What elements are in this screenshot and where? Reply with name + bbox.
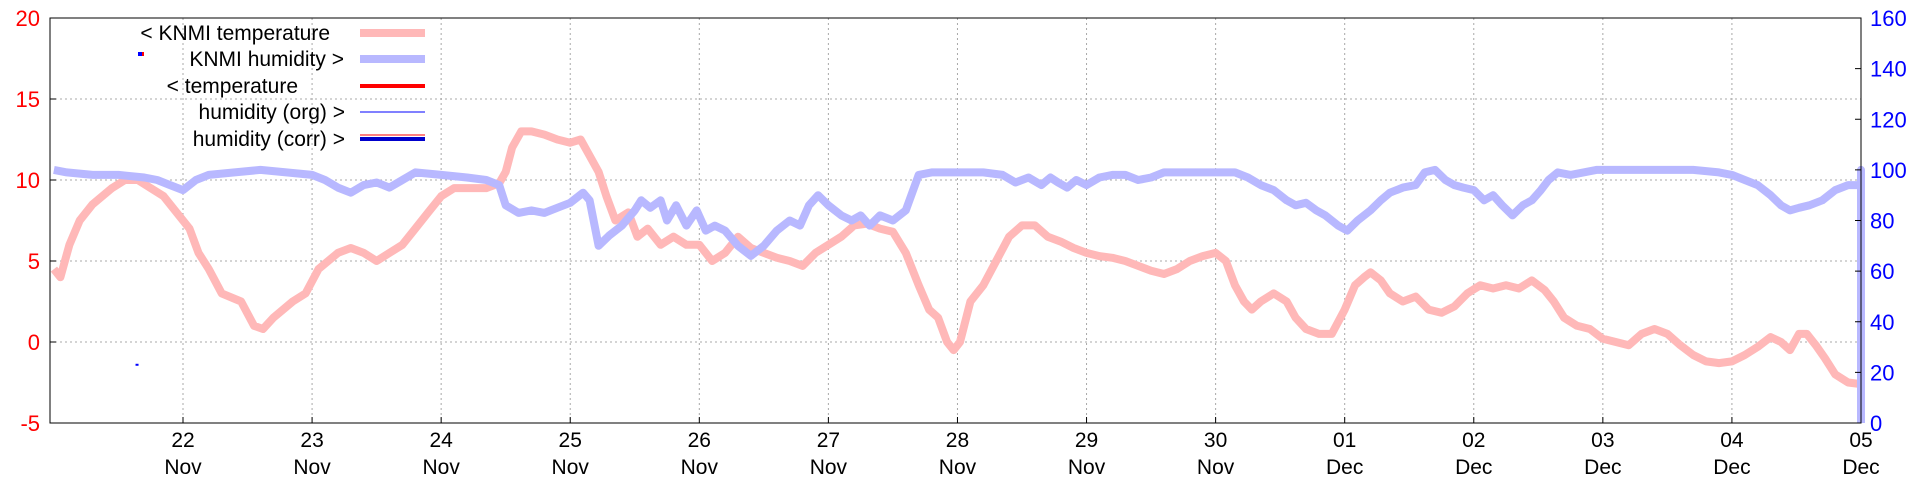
x-tick-day: 02 <box>1462 429 1485 452</box>
x-tick-month: Dec <box>1713 456 1750 479</box>
legend-label: humidity (org) > <box>199 101 345 124</box>
left-tick-label: 5 <box>28 249 40 274</box>
x-tick-month: Dec <box>1842 456 1879 479</box>
x-tick-day: 05 <box>1849 429 1872 452</box>
right-tick-label: 60 <box>1870 259 1894 284</box>
x-tick-day: 27 <box>817 429 840 452</box>
legend-label: < KNMI temperature <box>140 22 330 45</box>
x-tick-day: 03 <box>1591 429 1614 452</box>
left-axis: -5 0 5 10 15 20 <box>16 6 56 436</box>
x-axis: 22 Nov 23 Nov 24 Nov 25 Nov 26 Nov 27 Nov 28 Nov 29 Nov… <box>164 417 1880 479</box>
x-tick-day: 01 <box>1333 429 1356 452</box>
x-tick-month: Nov <box>810 456 848 479</box>
x-tick-month: Nov <box>293 456 331 479</box>
right-tick-label: 120 <box>1870 107 1907 132</box>
x-tick-day: 22 <box>171 429 194 452</box>
x-tick-month: Nov <box>1197 456 1235 479</box>
x-tick-month: Dec <box>1455 456 1492 479</box>
x-tick-day: 28 <box>946 429 969 452</box>
x-tick-month: Dec <box>1584 456 1621 479</box>
left-tick-label: 0 <box>28 330 40 355</box>
x-tick-day: 25 <box>559 429 582 452</box>
right-axis: 0 20 40 60 80 100 120 140 160 <box>1855 6 1907 436</box>
legend-dot <box>138 52 142 56</box>
legend: < KNMI temperature KNMI humidity > < tempe… <box>138 22 425 151</box>
x-tick-month: Nov <box>552 456 590 479</box>
left-tick-label: 20 <box>16 6 40 31</box>
right-tick-label: 140 <box>1870 57 1907 82</box>
x-tick-day: 29 <box>1075 429 1098 452</box>
right-tick-label: 80 <box>1870 209 1894 234</box>
x-tick-day: 23 <box>300 429 323 452</box>
right-tick-label: 40 <box>1870 310 1894 335</box>
grid <box>50 18 1861 423</box>
x-tick-month: Nov <box>164 456 202 479</box>
left-tick-label: -5 <box>20 411 40 436</box>
right-tick-label: 160 <box>1870 6 1907 31</box>
marker-dot <box>135 363 139 366</box>
legend-label: < temperature <box>167 75 298 98</box>
legend-label: KNMI humidity > <box>189 48 344 71</box>
plot-frame <box>49 17 1862 424</box>
x-tick-day: 26 <box>688 429 711 452</box>
right-tick-label: 20 <box>1870 360 1894 385</box>
x-tick-month: Nov <box>939 456 977 479</box>
right-tick-label: 0 <box>1870 411 1882 436</box>
x-tick-month: Dec <box>1326 456 1363 479</box>
legend-label: humidity (corr) > <box>193 128 345 151</box>
x-tick-day: 04 <box>1720 429 1744 452</box>
knmi-humidity-line <box>53 165 1865 423</box>
x-tick-month: Nov <box>422 456 460 479</box>
x-tick-month: Nov <box>1068 456 1106 479</box>
right-tick-label: 100 <box>1870 158 1907 183</box>
left-tick-label: 10 <box>16 168 40 193</box>
x-tick-day: 30 <box>1204 429 1227 452</box>
x-tick-month: Nov <box>681 456 719 479</box>
legend-dot <box>142 52 144 56</box>
x-tick-day: 24 <box>429 429 453 452</box>
left-tick-label: 15 <box>16 87 40 112</box>
